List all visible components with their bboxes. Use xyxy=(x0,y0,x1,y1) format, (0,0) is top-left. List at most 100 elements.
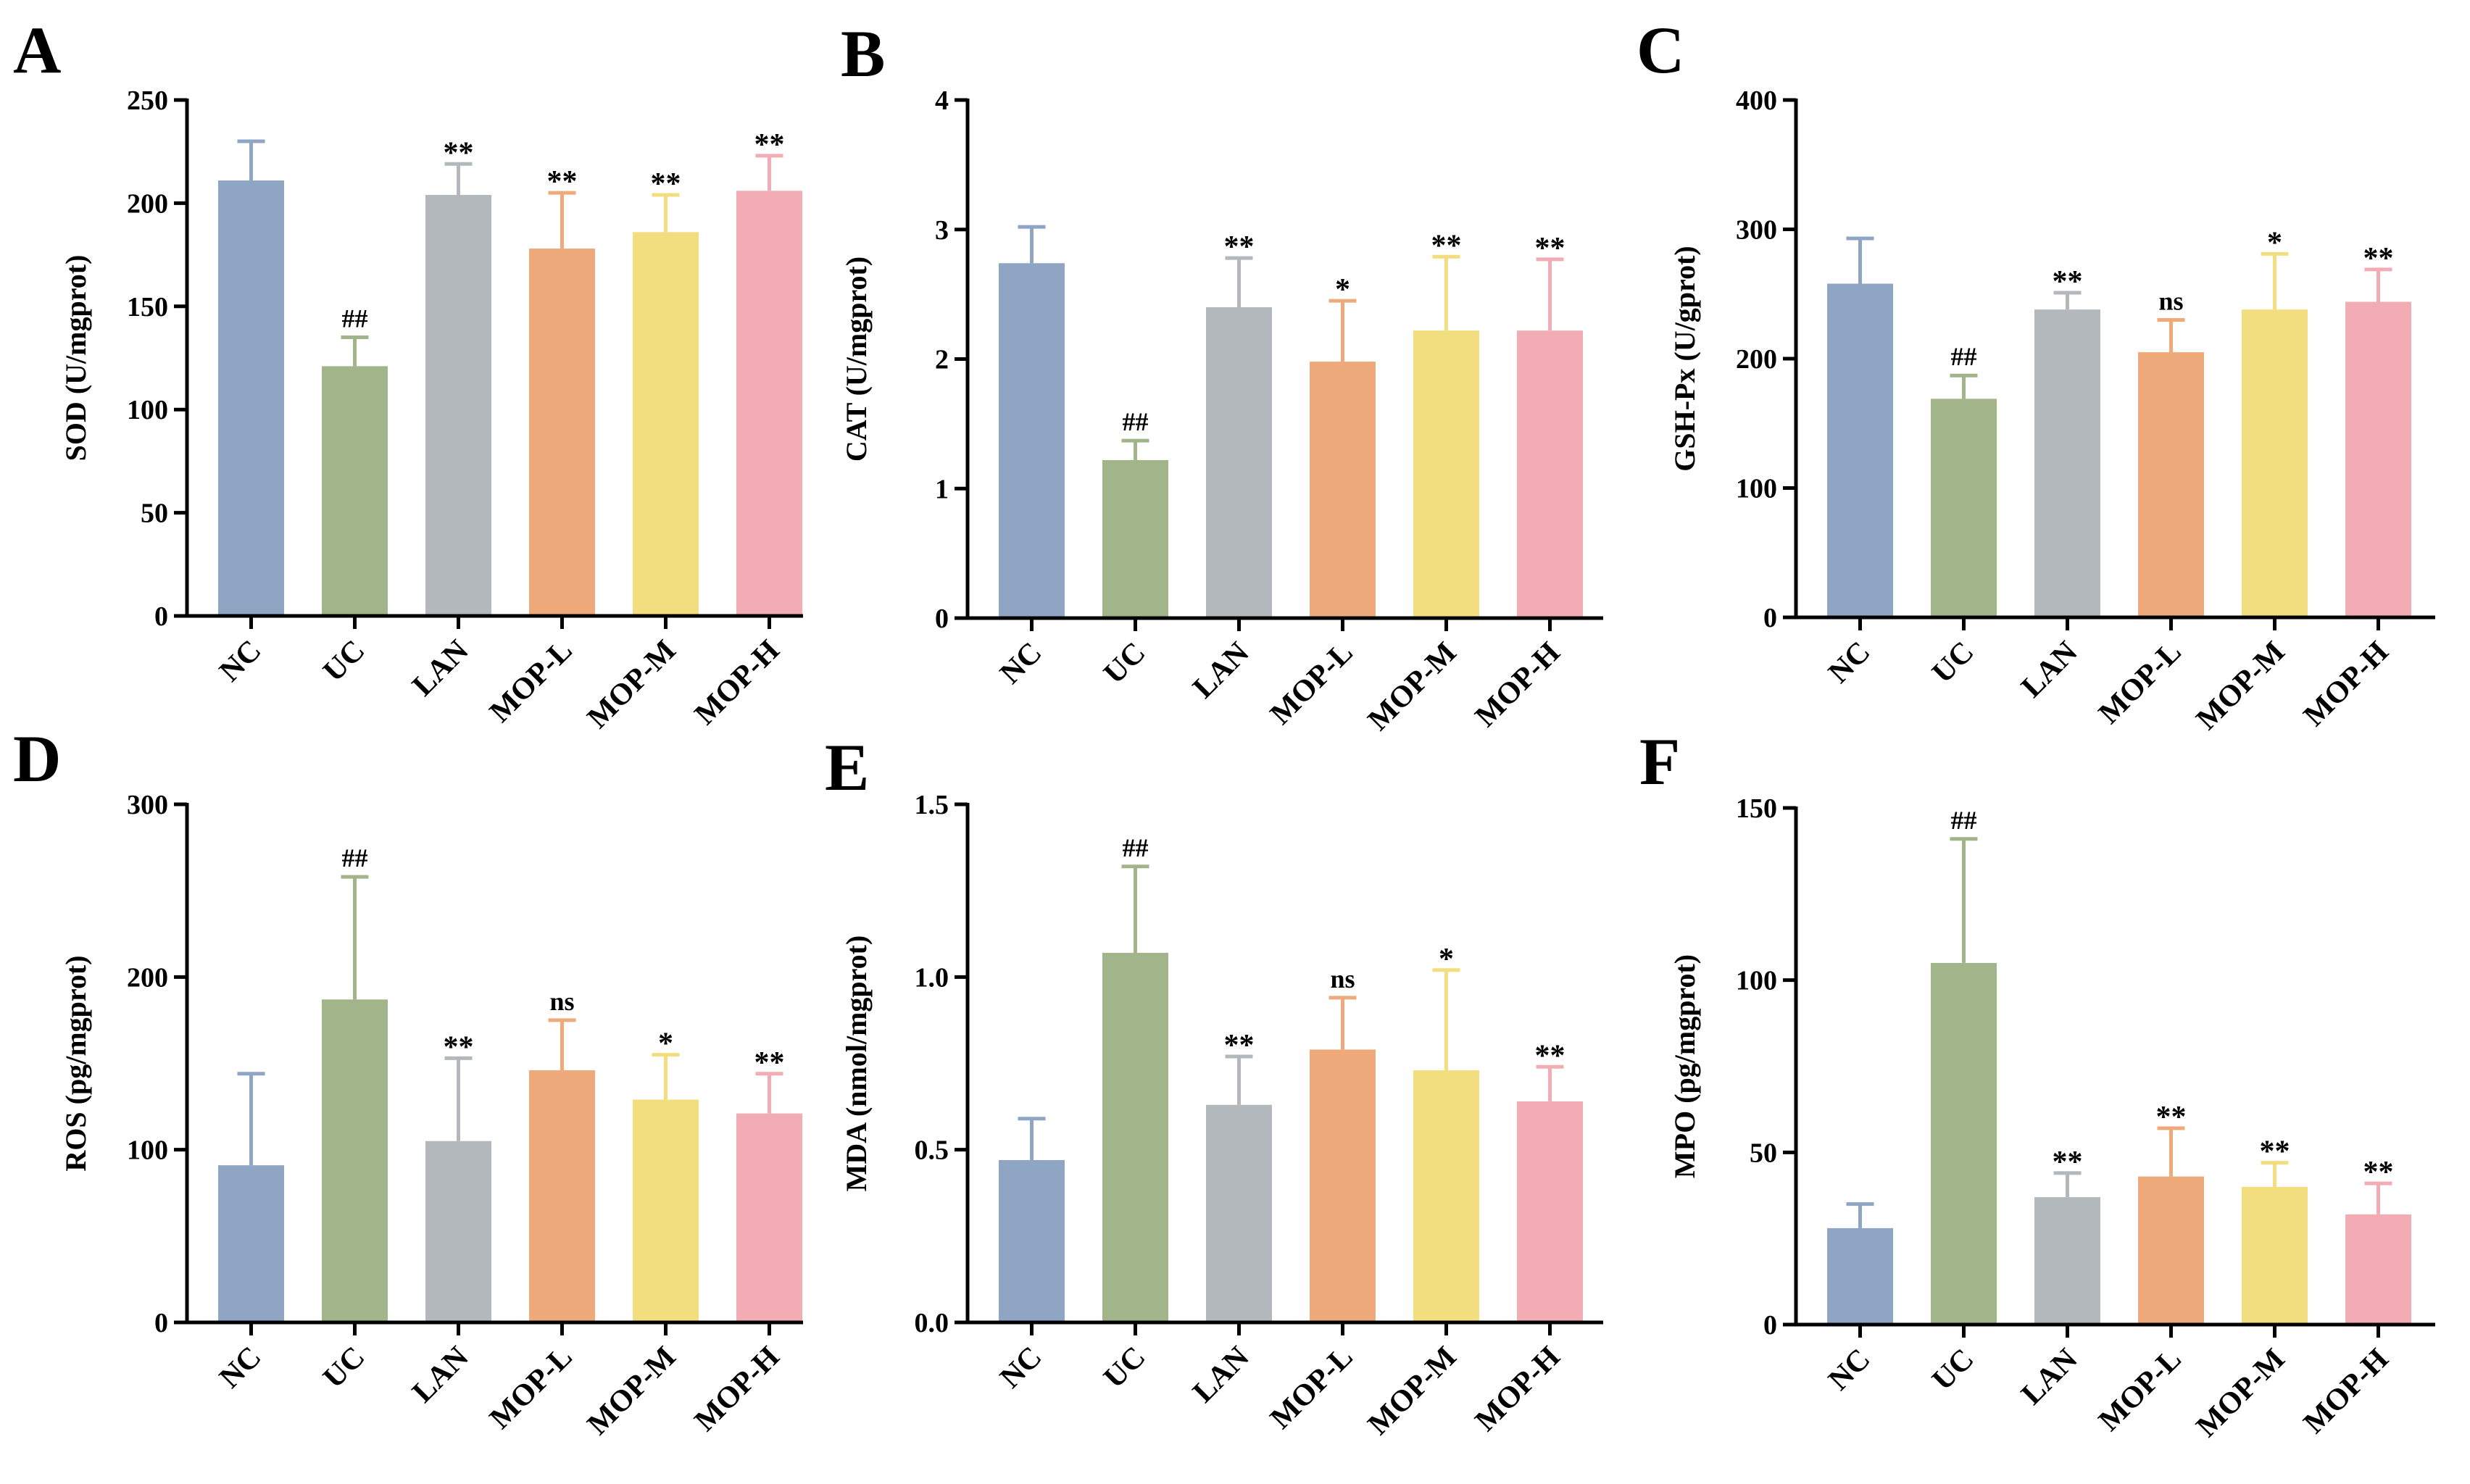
category-label: LAN xyxy=(2015,635,2084,704)
bar-mop-l xyxy=(529,1070,595,1322)
bar-mop-h xyxy=(1517,1101,1583,1322)
y-axis-title: ROS (pg/mgprot) xyxy=(59,955,92,1171)
y-tick-label: 150 xyxy=(1736,793,1777,824)
significance-label: ** xyxy=(2260,1135,2290,1169)
significance-label: ## xyxy=(342,304,368,333)
category-label: UC xyxy=(1926,1343,1980,1397)
bar-mop-l xyxy=(2138,352,2204,617)
significance-label: * xyxy=(2267,226,2282,259)
panel-letter: C xyxy=(1637,13,1684,87)
bar-mop-m xyxy=(2242,309,2308,617)
significance-label: ** xyxy=(754,128,785,162)
significance-label: ## xyxy=(1123,833,1149,862)
category-label: LAN xyxy=(406,634,475,703)
category-label: LAN xyxy=(406,1341,475,1409)
y-tick-label: 50 xyxy=(1750,1138,1777,1168)
bar-nc xyxy=(999,263,1065,618)
significance-label: ## xyxy=(1951,806,1977,835)
category-label: NC xyxy=(994,1341,1048,1395)
category-label: UC xyxy=(317,1341,371,1395)
panel-letter: E xyxy=(825,730,869,804)
significance-label: ** xyxy=(444,1030,474,1064)
significance-label: ns xyxy=(2158,286,2183,315)
panel-F: F NC ## UC ** LAN ** MOP-L ** MOP-M ** MOP-H 0 50 100 1… xyxy=(1639,725,2435,1443)
significance-label: * xyxy=(1439,943,1454,976)
panel-letter: A xyxy=(13,13,61,87)
y-tick-label: 0.5 xyxy=(915,1135,949,1166)
panel-D: D NC ## UC ** LAN ns MOP-L * MOP-M ** MOP-H 0 100 200 3… xyxy=(13,722,803,1441)
y-tick-label: 300 xyxy=(1736,215,1777,246)
bar-uc xyxy=(322,366,388,616)
y-tick-label: 100 xyxy=(127,395,168,425)
y-tick-label: 400 xyxy=(1736,86,1777,116)
category-label: MOP-L xyxy=(1264,1341,1359,1435)
significance-label: ** xyxy=(1431,229,1462,262)
y-tick-label: 300 xyxy=(127,790,168,820)
category-label: UC xyxy=(1097,1341,1152,1395)
y-axis-title: SOD (U/mgprot) xyxy=(59,255,92,462)
significance-label: ** xyxy=(1224,230,1255,264)
y-tick-label: 0 xyxy=(1763,603,1777,633)
category-label: NC xyxy=(213,634,267,688)
category-label: NC xyxy=(1822,635,1876,690)
panel-E: E NC ## UC ** LAN ns MOP-L * MOP-M ** MOP-H 0.0 0.5 1.… xyxy=(825,730,1603,1441)
category-label: MOP-M xyxy=(581,634,683,735)
panel-C: C NC ## UC ** LAN ns MOP-L * MOP-M ** MOP-H 0 100 200 3… xyxy=(1637,13,2435,736)
bar-lan xyxy=(2034,309,2100,617)
category-label: UC xyxy=(1926,635,1980,690)
bar-mop-m xyxy=(633,232,699,617)
bar-lan xyxy=(2034,1197,2100,1325)
significance-label: ** xyxy=(1224,1029,1255,1062)
panel-letter: D xyxy=(13,722,61,796)
y-axis-title: GSH-Px (U/gprot) xyxy=(1668,246,1701,471)
category-label: MOP-L xyxy=(1264,636,1359,731)
category-label: LAN xyxy=(2015,1343,2084,1412)
y-tick-label: 100 xyxy=(1736,966,1777,996)
y-tick-label: 0 xyxy=(935,604,949,634)
category-label: MOP-L xyxy=(2092,635,2187,730)
category-label: MOP-M xyxy=(2190,635,2292,737)
y-tick-label: 3 xyxy=(935,215,949,246)
bar-mop-m xyxy=(2242,1186,2308,1325)
y-tick-label: 0 xyxy=(154,1308,168,1338)
category-label: MOP-H xyxy=(2298,635,2395,733)
panel-letter: F xyxy=(1639,725,1680,799)
bar-mop-h xyxy=(2345,1214,2411,1325)
category-label: MOP-H xyxy=(2298,1343,2395,1441)
bar-nc xyxy=(1827,1227,1893,1325)
significance-label: ns xyxy=(549,987,574,1016)
bar-uc xyxy=(1931,399,1997,617)
category-label: MOP-H xyxy=(689,1341,786,1438)
category-label: UC xyxy=(1097,636,1152,691)
bar-mop-h xyxy=(1517,330,1583,618)
y-tick-label: 50 xyxy=(141,499,168,529)
y-tick-label: 1.0 xyxy=(915,962,949,993)
category-label: MOP-L xyxy=(2092,1343,2187,1438)
significance-label: ** xyxy=(2363,1156,2394,1189)
category-label: MOP-M xyxy=(581,1341,683,1442)
bar-mop-l xyxy=(1310,1049,1376,1322)
significance-label: ** xyxy=(754,1046,785,1080)
category-label: MOP-M xyxy=(1362,1341,1463,1442)
bar-mop-l xyxy=(2138,1176,2204,1325)
significance-label: ** xyxy=(2053,1146,2083,1179)
y-axis-title: MPO (pg/mgprot) xyxy=(1668,954,1701,1178)
bar-lan xyxy=(425,1141,491,1322)
panel-letter: B xyxy=(841,17,885,91)
y-tick-label: 1.5 xyxy=(915,790,949,820)
bar-uc xyxy=(1102,459,1168,618)
bar-mop-m xyxy=(1413,330,1479,618)
significance-label: ** xyxy=(651,167,681,201)
category-label: MOP-M xyxy=(2190,1343,2292,1444)
significance-label: ** xyxy=(2363,242,2394,275)
y-tick-label: 100 xyxy=(1736,474,1777,504)
category-label: MOP-H xyxy=(689,634,786,732)
bar-nc xyxy=(1827,283,1893,617)
category-label: UC xyxy=(317,634,371,688)
y-axis-title: MDA (nmol/mgprot) xyxy=(840,935,873,1192)
bar-mop-l xyxy=(529,249,595,616)
significance-label: ** xyxy=(1535,232,1565,265)
bar-mop-h xyxy=(2345,301,2411,617)
significance-label: ** xyxy=(1535,1039,1565,1072)
